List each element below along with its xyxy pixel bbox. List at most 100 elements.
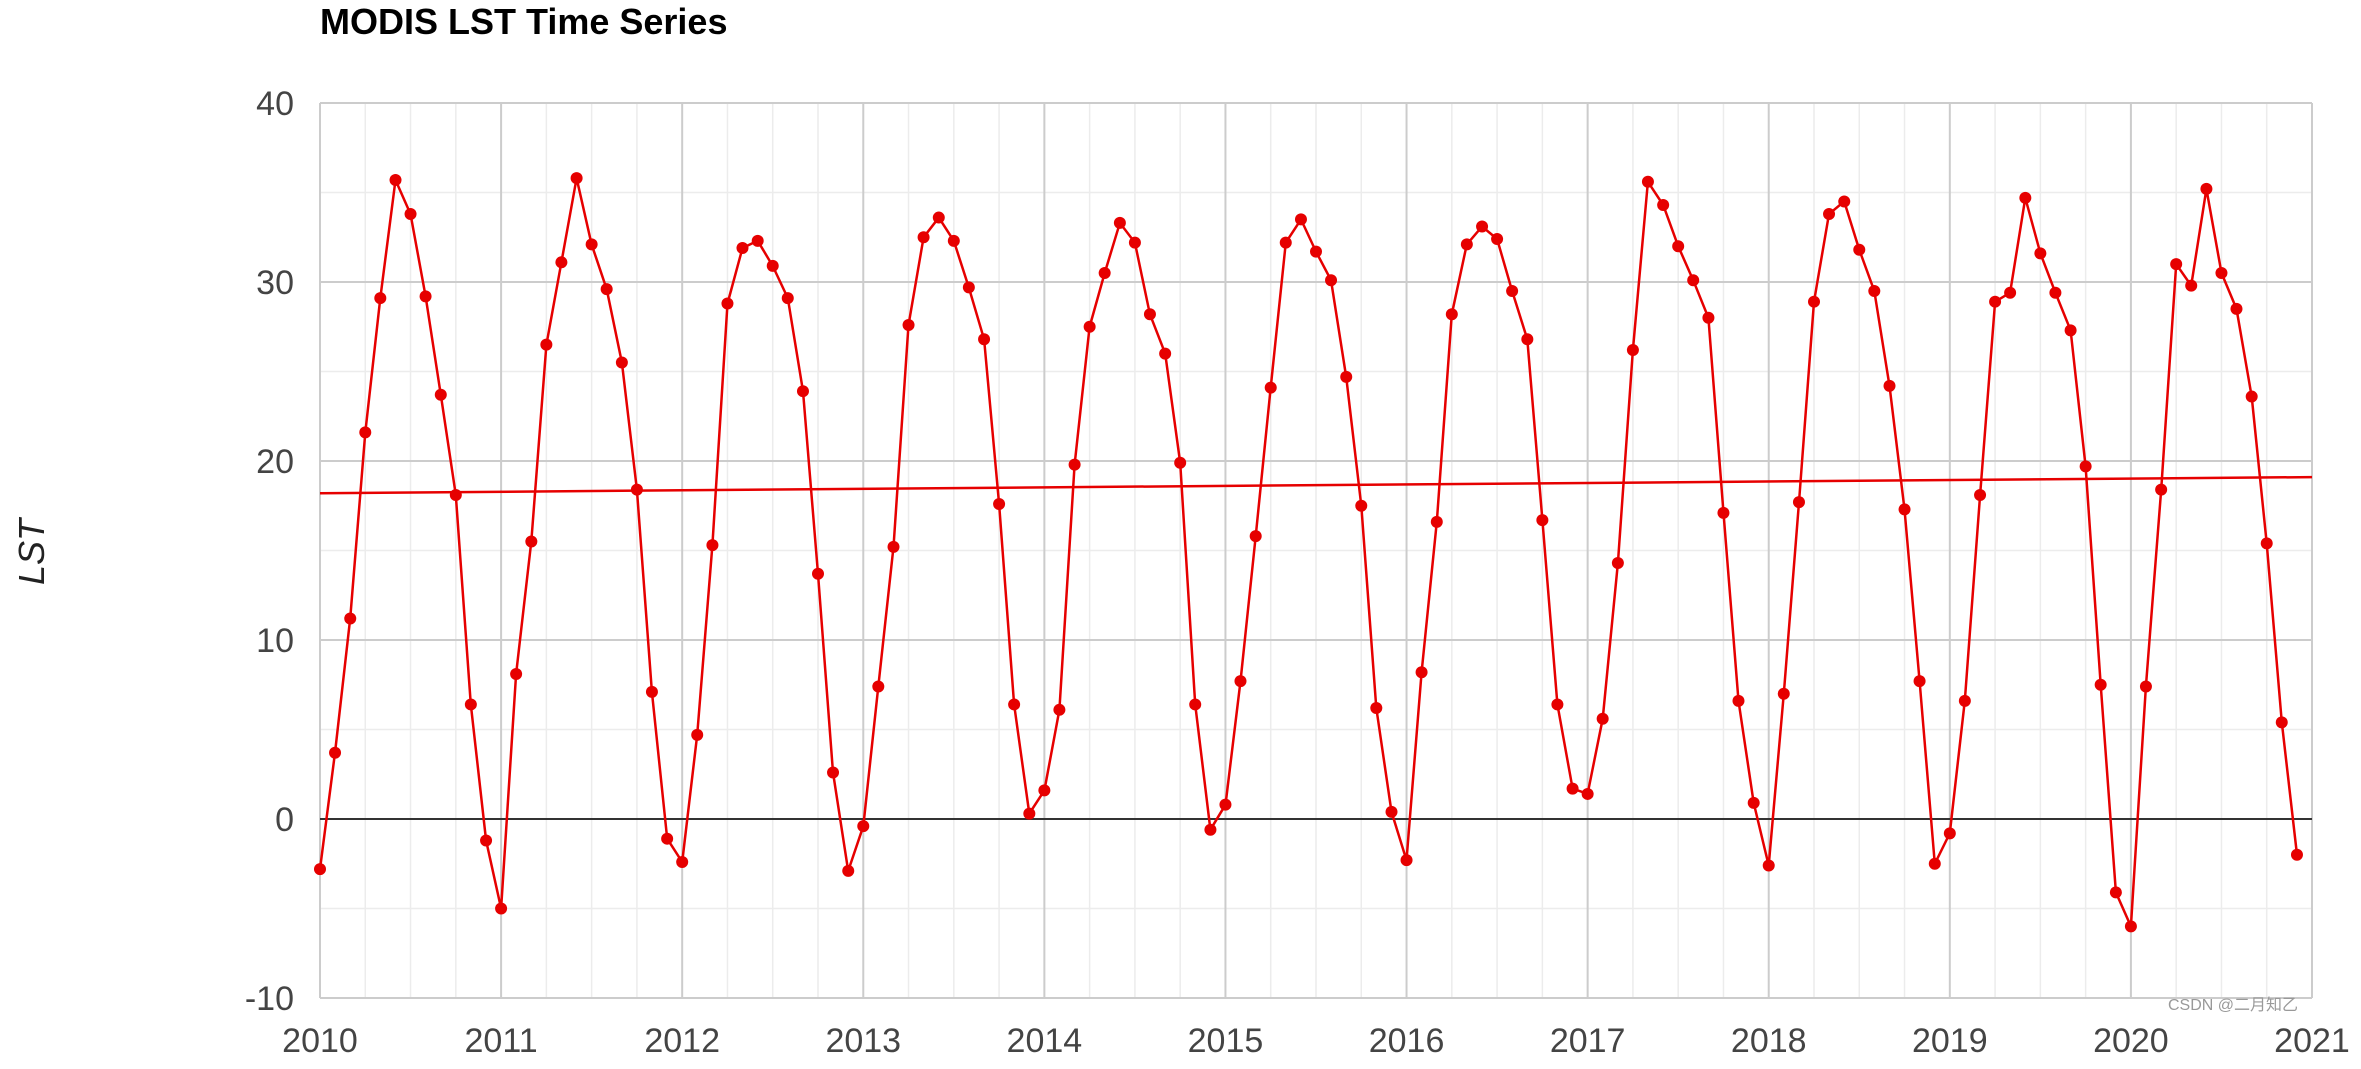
- data-point[interactable]: [2079, 460, 2092, 473]
- data-point[interactable]: [1219, 798, 1232, 811]
- data-point[interactable]: [615, 356, 628, 369]
- data-point[interactable]: [2064, 324, 2077, 337]
- data-point[interactable]: [434, 388, 447, 401]
- data-point[interactable]: [661, 832, 674, 845]
- data-point[interactable]: [404, 207, 417, 220]
- data-point[interactable]: [1762, 859, 1775, 872]
- data-point[interactable]: [706, 539, 719, 552]
- data-point[interactable]: [1808, 295, 1820, 308]
- data-point[interactable]: [751, 234, 764, 247]
- data-point[interactable]: [2170, 258, 2183, 271]
- data-point[interactable]: [1928, 857, 1941, 870]
- data-point[interactable]: [2034, 247, 2047, 260]
- data-point[interactable]: [1747, 796, 1760, 809]
- data-point[interactable]: [1958, 694, 1971, 707]
- data-point[interactable]: [600, 283, 613, 296]
- data-point[interactable]: [1023, 807, 1036, 820]
- data-point[interactable]: [2200, 182, 2213, 195]
- data-point[interactable]: [525, 535, 538, 548]
- data-point[interactable]: [630, 483, 643, 496]
- data-point[interactable]: [887, 540, 900, 553]
- data-point[interactable]: [1234, 675, 1247, 688]
- data-point[interactable]: [1113, 216, 1126, 229]
- data-point[interactable]: [691, 728, 704, 741]
- data-point[interactable]: [796, 385, 809, 398]
- data-point[interactable]: [540, 338, 553, 351]
- data-point[interactable]: [1551, 698, 1564, 711]
- data-point[interactable]: [1823, 207, 1836, 220]
- data-point[interactable]: [1853, 243, 1866, 256]
- data-point[interactable]: [1053, 703, 1066, 716]
- data-point[interactable]: [962, 281, 975, 294]
- data-point[interactable]: [1521, 333, 1534, 346]
- data-point[interactable]: [917, 231, 930, 244]
- data-point[interactable]: [1476, 220, 1489, 233]
- data-point[interactable]: [2109, 886, 2122, 899]
- data-point[interactable]: [2049, 286, 2062, 299]
- data-point[interactable]: [766, 259, 779, 272]
- data-point[interactable]: [1943, 827, 1956, 840]
- data-point[interactable]: [1777, 687, 1790, 700]
- data-point[interactable]: [1370, 702, 1383, 715]
- data-point[interactable]: [1672, 240, 1685, 253]
- data-point[interactable]: [329, 746, 342, 759]
- data-point[interactable]: [1596, 712, 1609, 725]
- data-point[interactable]: [1687, 274, 1700, 287]
- data-point[interactable]: [1340, 370, 1353, 383]
- data-point[interactable]: [2124, 920, 2137, 933]
- data-point[interactable]: [1868, 284, 1881, 297]
- data-point[interactable]: [1098, 267, 1111, 280]
- data-point[interactable]: [359, 426, 372, 439]
- data-point[interactable]: [1385, 805, 1398, 818]
- data-point[interactable]: [2245, 390, 2258, 403]
- data-point[interactable]: [1657, 199, 1670, 212]
- data-point[interactable]: [676, 855, 689, 868]
- data-point[interactable]: [645, 685, 658, 698]
- data-point[interactable]: [495, 902, 508, 915]
- data-point[interactable]: [1898, 503, 1911, 516]
- data-point[interactable]: [1430, 515, 1443, 528]
- data-point[interactable]: [1204, 823, 1217, 836]
- data-point[interactable]: [827, 766, 840, 779]
- data-point[interactable]: [464, 698, 477, 711]
- data-point[interactable]: [812, 567, 824, 580]
- data-point[interactable]: [1581, 787, 1594, 800]
- data-point[interactable]: [2004, 286, 2017, 299]
- data-point[interactable]: [1445, 308, 1458, 321]
- data-point[interactable]: [1325, 274, 1338, 287]
- data-point[interactable]: [1083, 320, 1096, 333]
- data-point[interactable]: [932, 211, 945, 224]
- data-point[interactable]: [2094, 678, 2107, 691]
- data-point[interactable]: [1566, 782, 1579, 795]
- data-point[interactable]: [1264, 381, 1277, 394]
- data-point[interactable]: [842, 864, 855, 877]
- data-point[interactable]: [1883, 379, 1896, 392]
- data-point[interactable]: [1415, 666, 1428, 679]
- data-point[interactable]: [1913, 675, 1926, 688]
- data-point[interactable]: [993, 497, 1006, 510]
- data-point[interactable]: [2230, 302, 2243, 315]
- data-point[interactable]: [2215, 267, 2228, 280]
- data-point[interactable]: [1491, 233, 1504, 246]
- data-point[interactable]: [1732, 694, 1745, 707]
- data-point[interactable]: [2019, 191, 2032, 204]
- data-point[interactable]: [2139, 680, 2152, 693]
- data-point[interactable]: [2275, 716, 2288, 729]
- data-point[interactable]: [1838, 195, 1851, 208]
- data-point[interactable]: [1506, 284, 1519, 297]
- data-point[interactable]: [1702, 311, 1715, 324]
- data-point[interactable]: [872, 680, 885, 693]
- data-point[interactable]: [570, 172, 583, 185]
- data-point[interactable]: [374, 292, 387, 305]
- data-point[interactable]: [389, 173, 402, 186]
- data-point[interactable]: [1174, 456, 1187, 469]
- data-point[interactable]: [555, 256, 568, 269]
- data-point[interactable]: [1611, 557, 1624, 570]
- data-point[interactable]: [1641, 175, 1654, 188]
- data-point[interactable]: [419, 290, 432, 303]
- data-point[interactable]: [902, 318, 915, 331]
- data-point[interactable]: [1717, 506, 1730, 519]
- data-point[interactable]: [1400, 854, 1413, 867]
- data-point[interactable]: [2185, 279, 2198, 292]
- data-point[interactable]: [344, 612, 357, 625]
